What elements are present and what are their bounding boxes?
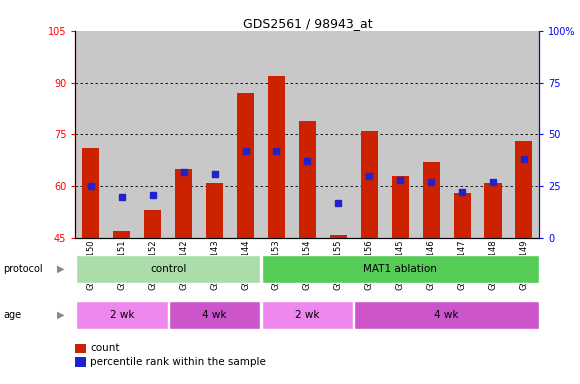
Text: protocol: protocol: [3, 264, 42, 274]
Bar: [454, 193, 470, 238]
Text: control: control: [150, 264, 186, 274]
Bar: [484, 183, 502, 238]
Bar: [237, 93, 254, 238]
Bar: [268, 76, 285, 238]
Bar: [262, 255, 539, 283]
Bar: [354, 301, 539, 329]
Text: ▶: ▶: [57, 310, 64, 320]
Bar: [392, 176, 409, 238]
Bar: [76, 255, 260, 283]
Text: 2 wk: 2 wk: [295, 310, 320, 320]
Text: 2 wk: 2 wk: [110, 310, 134, 320]
Text: percentile rank within the sample: percentile rank within the sample: [90, 357, 266, 367]
Text: ▶: ▶: [57, 264, 64, 274]
Bar: [299, 121, 316, 238]
Bar: [144, 210, 161, 238]
Bar: [516, 141, 532, 238]
Text: count: count: [90, 343, 119, 353]
Text: MAT1 ablation: MAT1 ablation: [363, 264, 437, 274]
Text: age: age: [3, 310, 21, 320]
Title: GDS2561 / 98943_at: GDS2561 / 98943_at: [242, 17, 372, 30]
Bar: [82, 148, 99, 238]
Bar: [76, 301, 168, 329]
Bar: [361, 131, 378, 238]
Bar: [262, 301, 353, 329]
Bar: [330, 235, 347, 238]
Bar: [206, 183, 223, 238]
Bar: [175, 169, 192, 238]
Text: 4 wk: 4 wk: [202, 310, 227, 320]
Text: 4 wk: 4 wk: [434, 310, 459, 320]
Bar: [113, 231, 130, 238]
Bar: [423, 162, 440, 238]
Bar: [169, 301, 260, 329]
